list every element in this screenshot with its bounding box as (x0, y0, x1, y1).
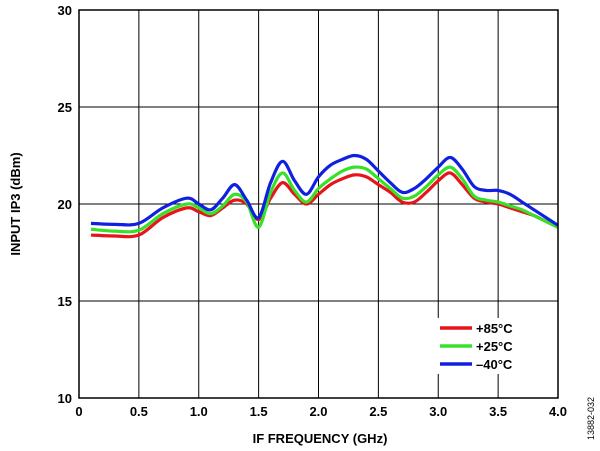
y-tick-label: 20 (58, 197, 72, 212)
x-tick-label: 2.0 (309, 404, 327, 419)
y-axis-title: INPUT IP3 (dBm) (8, 152, 23, 255)
x-axis-title: IF FREQUENCY (GHz) (253, 431, 388, 446)
x-tick-label: 4.0 (549, 404, 567, 419)
x-tick-label: 0 (75, 404, 82, 419)
series-line-m40c (90, 153, 559, 227)
legend-label-25c: +25°C (476, 339, 513, 354)
x-tick-label: 0.5 (130, 404, 148, 419)
legend-label-m40c: –40°C (476, 357, 513, 372)
figure-id: 13882-032 (586, 397, 596, 440)
x-tick-label: 2.5 (369, 404, 387, 419)
series-line-85c (90, 171, 559, 239)
legend: +85°C +25°C –40°C (432, 318, 526, 374)
y-tick-label: 25 (58, 100, 72, 115)
y-tick-label: 15 (58, 294, 72, 309)
x-tick-label: 1.0 (190, 404, 208, 419)
x-tick-label: 3.0 (429, 404, 447, 419)
legend-label-85c: +85°C (476, 321, 513, 336)
series-line-25c (90, 165, 559, 234)
x-tick-label: 3.5 (489, 404, 507, 419)
y-tick-label: 10 (58, 391, 72, 406)
tick-labels: 0 0.5 1.0 1.5 2.0 2.5 3.0 3.5 4.0 10 15 20 25 30 (58, 3, 568, 419)
x-tick-label: 1.5 (250, 404, 268, 419)
series-lines (90, 153, 559, 239)
plot-frame (78, 9, 559, 399)
y-tick-label: 30 (58, 3, 72, 18)
